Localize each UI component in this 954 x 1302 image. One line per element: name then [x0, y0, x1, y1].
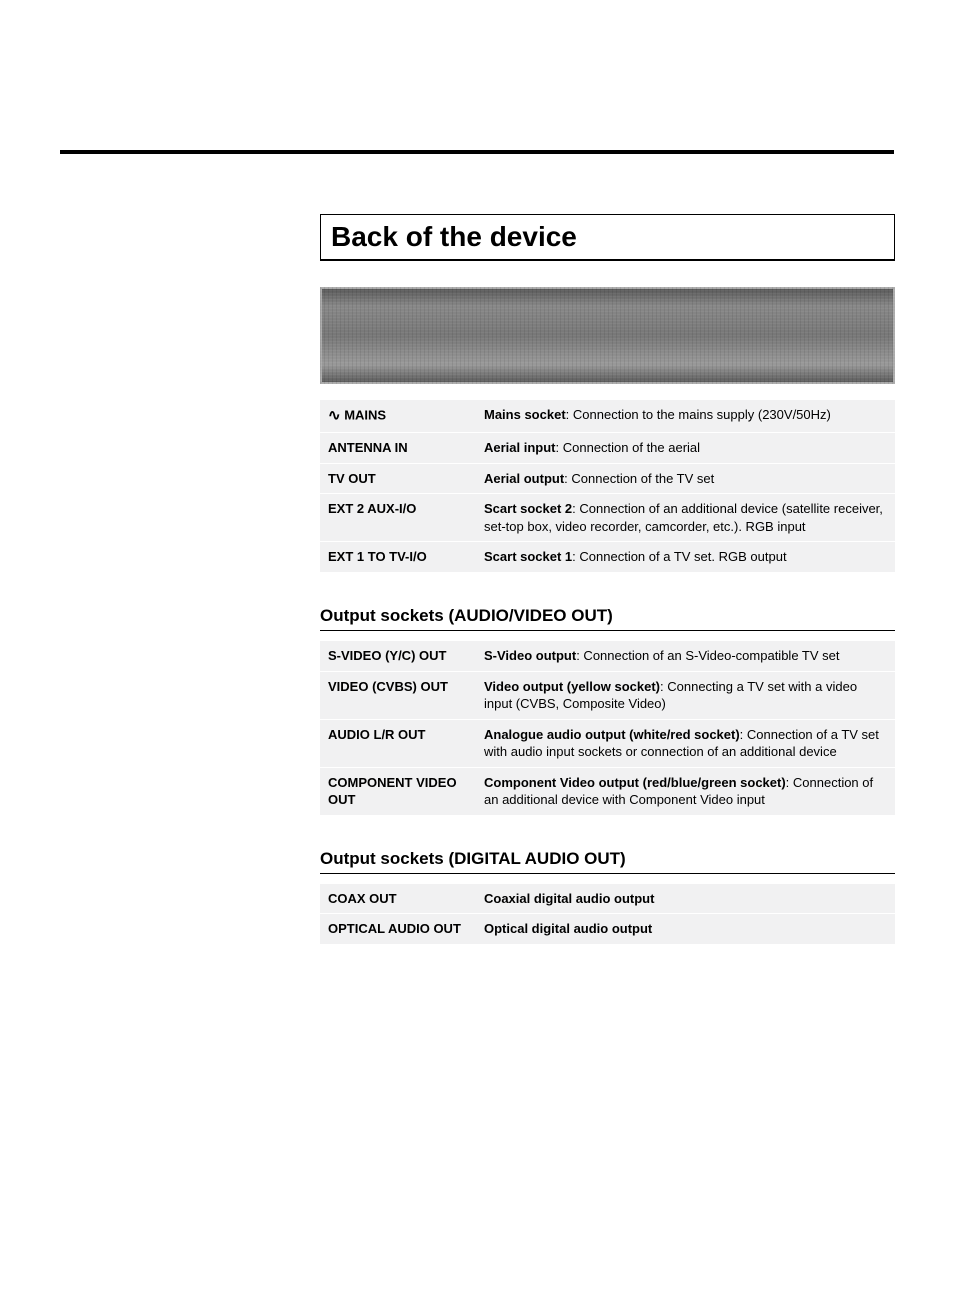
connector-desc-rest: : Connection of a TV set. RGB output: [572, 549, 786, 564]
connector-desc: Coaxial digital audio output: [476, 884, 895, 914]
connector-desc-bold: Scart socket 2: [484, 501, 572, 516]
connector-label: AUDIO L/R OUT: [320, 719, 476, 767]
connector-label-text: VIDEO (CVBS) OUT: [328, 679, 448, 694]
connector-desc-bold: Analogue audio output (white/red socket): [484, 727, 740, 742]
connector-label-text: COMPONENT VIDEO OUT: [328, 775, 457, 808]
device-rear-photo-texture: [320, 287, 895, 384]
connector-label-text: COAX OUT: [328, 891, 397, 906]
subhead-av: Output sockets (AUDIO/VIDEO OUT): [320, 606, 895, 631]
table-row: EXT 2 AUX-I/O Scart socket 2: Connection …: [320, 494, 895, 542]
table-row: VIDEO (CVBS) OUT Video output (yellow soc…: [320, 671, 895, 719]
connector-desc: Aerial input: Connection of the aerial: [476, 433, 895, 464]
connector-desc: Component Video output (red/blue/green s…: [476, 767, 895, 815]
connector-label: ∿ MAINS: [320, 400, 476, 433]
table-row: S-VIDEO (Y/C) OUT S-Video output: Connect…: [320, 641, 895, 671]
connector-desc-bold: Optical digital audio output: [484, 921, 652, 936]
connector-desc: Aerial output: Connection of the TV set: [476, 463, 895, 494]
table-row: ANTENNA IN Aerial input: Connection of th…: [320, 433, 895, 464]
content-column: Back of the device ∿ MAINSMains socket: …: [320, 214, 895, 944]
av-sockets-table: S-VIDEO (Y/C) OUT S-Video output: Connect…: [320, 641, 895, 815]
connector-desc: S-Video output: Connection of an S-Video…: [476, 641, 895, 671]
connector-label: COAX OUT: [320, 884, 476, 914]
connectors-table: ∿ MAINSMains socket: Connection to the m…: [320, 400, 895, 572]
table-row: TV OUT Aerial output: Connection of the T…: [320, 463, 895, 494]
connector-desc-rest: : Connection of the TV set: [564, 471, 714, 486]
page-title: Back of the device: [331, 221, 577, 252]
connector-label-text: EXT 1 TO TV-I/O: [328, 549, 427, 564]
connector-label-text: OPTICAL AUDIO OUT: [328, 921, 461, 936]
sine-icon: ∿: [328, 407, 341, 424]
top-rule: [60, 150, 894, 154]
connector-desc-bold: Video output (yellow socket): [484, 679, 660, 694]
connector-desc: Optical digital audio output: [476, 914, 895, 944]
connector-label: VIDEO (CVBS) OUT: [320, 671, 476, 719]
connector-label-text: ANTENNA IN: [328, 440, 408, 455]
connector-label: EXT 1 TO TV-I/O: [320, 542, 476, 572]
connector-label-text: AUDIO L/R OUT: [328, 727, 426, 742]
connector-label: TV OUT: [320, 463, 476, 494]
table-row: COAX OUT Coaxial digital audio output: [320, 884, 895, 914]
connector-desc-bold: Component Video output (red/blue/green s…: [484, 775, 786, 790]
connector-desc: Scart socket 1: Connection of a TV set. …: [476, 542, 895, 572]
connector-label-text: EXT 2 AUX-I/O: [328, 501, 416, 516]
connector-label: EXT 2 AUX-I/O: [320, 494, 476, 542]
table-row: ∿ MAINSMains socket: Connection to the m…: [320, 400, 895, 433]
connector-label-text: TV OUT: [328, 471, 376, 486]
connector-desc-bold: Coaxial digital audio output: [484, 891, 654, 906]
connector-label: COMPONENT VIDEO OUT: [320, 767, 476, 815]
table-row: AUDIO L/R OUT Analogue audio output (whit…: [320, 719, 895, 767]
device-rear-photo: [320, 287, 895, 384]
connector-desc-bold: Aerial input: [484, 440, 556, 455]
connector-label-text: S-VIDEO (Y/C) OUT: [328, 648, 446, 663]
table-row: COMPONENT VIDEO OUT Component Video outpu…: [320, 767, 895, 815]
title-box: Back of the device: [320, 214, 895, 261]
connector-desc-rest: : Connection of the aerial: [556, 440, 701, 455]
connector-desc: Analogue audio output (white/red socket)…: [476, 719, 895, 767]
connector-desc-bold: Scart socket 1: [484, 549, 572, 564]
digital-sockets-table: COAX OUT Coaxial digital audio output OPTI…: [320, 884, 895, 944]
subhead-digital: Output sockets (DIGITAL AUDIO OUT): [320, 849, 895, 874]
table-row: EXT 1 TO TV-I/O Scart socket 1: Connectio…: [320, 542, 895, 572]
table-row: OPTICAL AUDIO OUT Optical digital audio o…: [320, 914, 895, 944]
connector-desc-bold: Mains socket: [484, 407, 566, 422]
connector-desc-rest: : Connection to the mains supply (230V/5…: [566, 407, 831, 422]
connector-desc: Mains socket: Connection to the mains su…: [476, 400, 895, 433]
connector-desc: Video output (yellow socket): Connecting…: [476, 671, 895, 719]
connector-label: ANTENNA IN: [320, 433, 476, 464]
connector-desc-rest: : Connection of an S-Video-compatible TV…: [576, 648, 839, 663]
connector-desc: Scart socket 2: Connection of an additio…: [476, 494, 895, 542]
connector-label-text: MAINS: [344, 408, 386, 423]
connector-label: OPTICAL AUDIO OUT: [320, 914, 476, 944]
connector-desc-bold: Aerial output: [484, 471, 564, 486]
page-root: Back of the device ∿ MAINSMains socket: …: [0, 0, 954, 1004]
connector-desc-bold: S-Video output: [484, 648, 576, 663]
connector-label: S-VIDEO (Y/C) OUT: [320, 641, 476, 671]
